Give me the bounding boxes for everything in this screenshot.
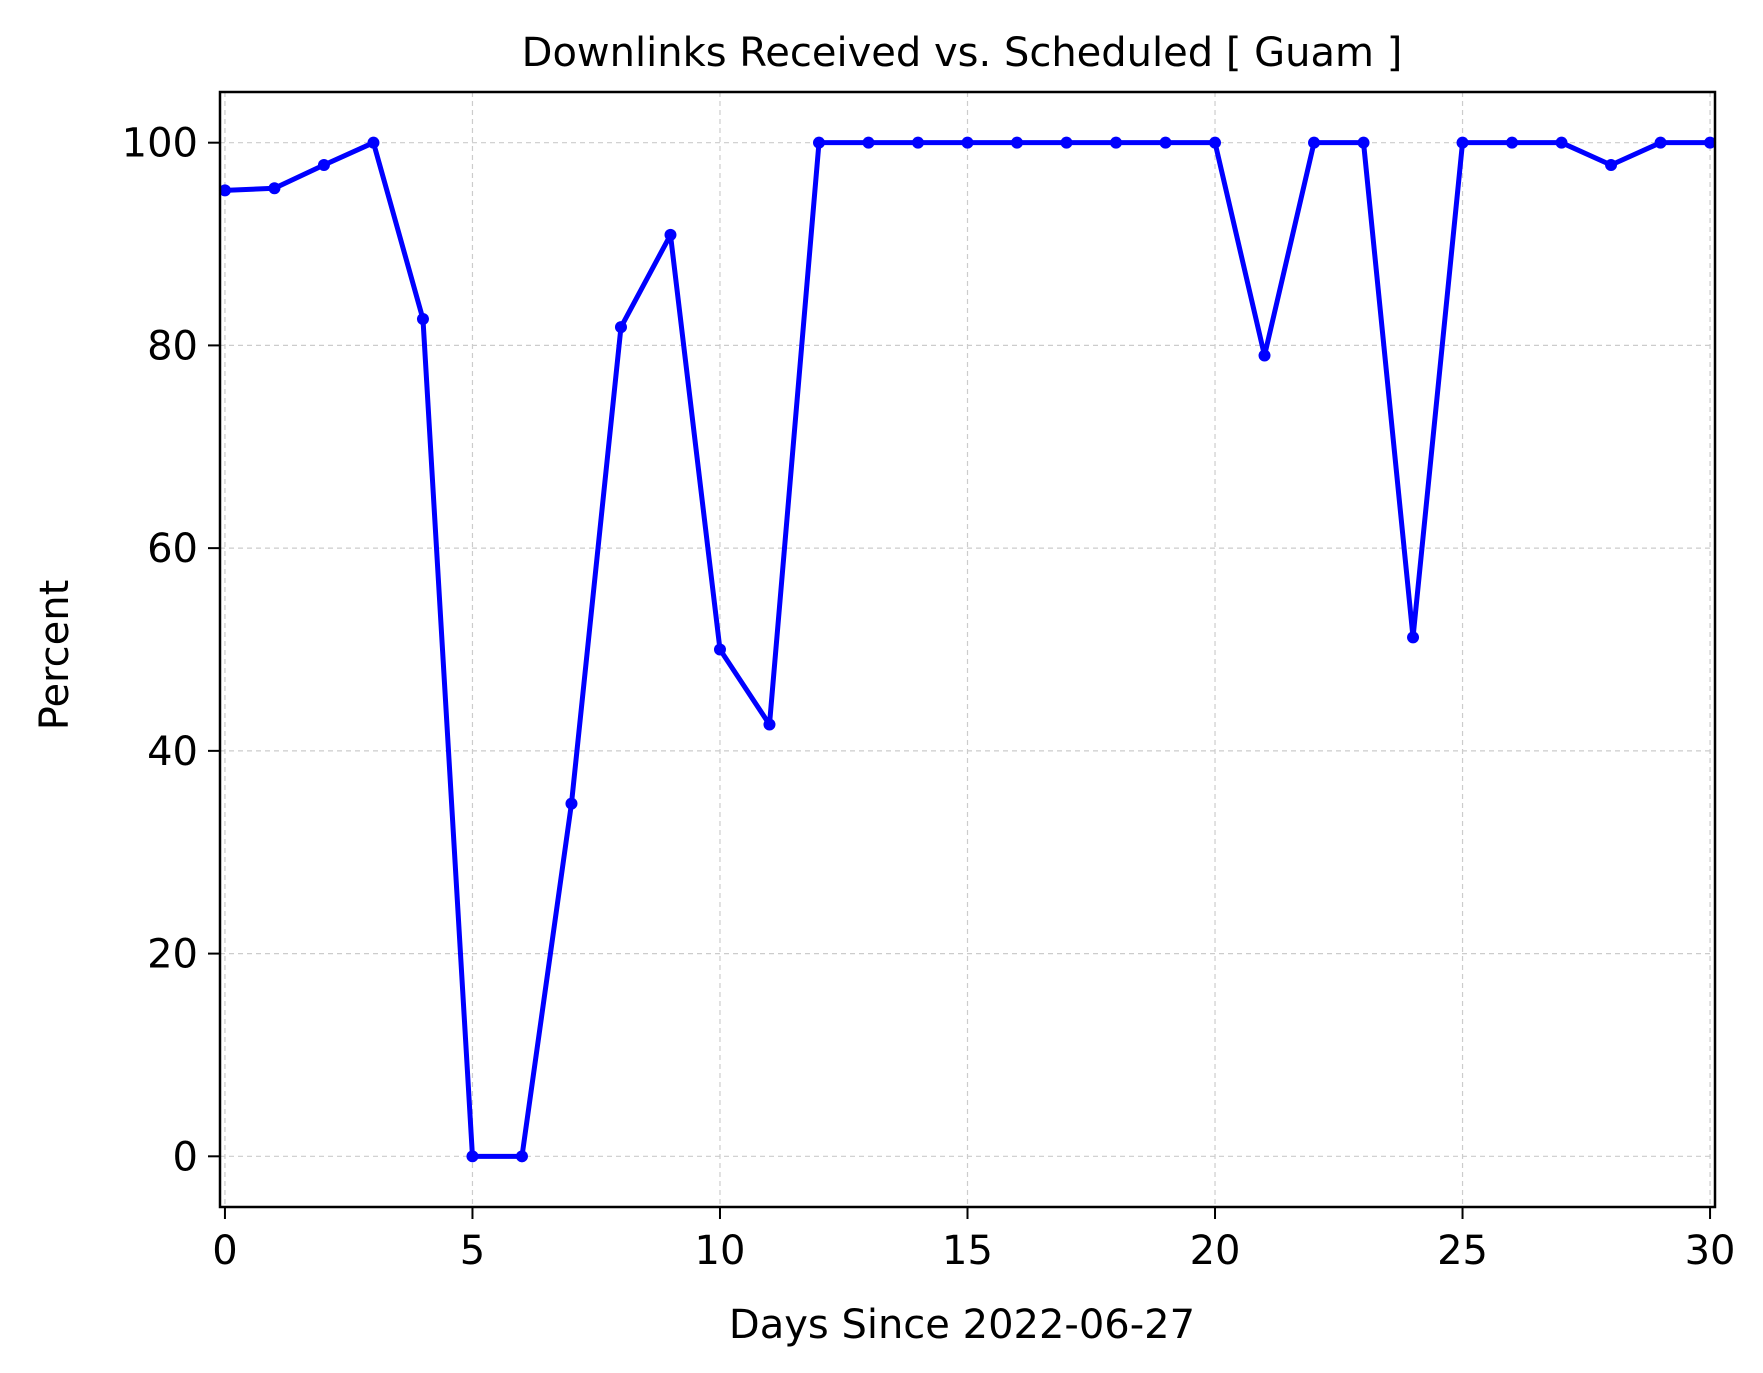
x-tick-label-25: 25: [1437, 1228, 1488, 1274]
y-tick-label-20: 20: [147, 932, 198, 978]
data-point: [961, 136, 974, 149]
data-point: [1654, 136, 1667, 149]
y-tick-label-40: 40: [147, 729, 198, 775]
chart-title: Downlinks Received vs. Scheduled [ Guam …: [522, 30, 1403, 76]
data-point: [862, 136, 875, 149]
x-tick-label-15: 15: [942, 1228, 993, 1274]
data-point: [1011, 136, 1024, 149]
x-tick-label-30: 30: [1685, 1228, 1736, 1274]
data-point: [565, 797, 578, 810]
data-point: [268, 182, 281, 195]
y-tick-label-0: 0: [173, 1134, 198, 1180]
data-point: [1704, 136, 1717, 149]
data-point: [1060, 136, 1073, 149]
data-point: [614, 321, 627, 334]
data-point: [1110, 136, 1123, 149]
data-point: [317, 158, 330, 171]
data-point: [664, 228, 677, 241]
y-tick-label-100: 100: [122, 121, 198, 167]
data-point: [1258, 349, 1271, 362]
data-point: [1555, 136, 1568, 149]
data-point: [713, 643, 726, 656]
data-point: [1605, 158, 1618, 171]
data-point: [218, 184, 231, 197]
x-tick-label-20: 20: [1190, 1228, 1241, 1274]
y-tick-label-80: 80: [147, 323, 198, 369]
data-point: [416, 313, 429, 326]
data-point: [1506, 136, 1519, 149]
data-point: [466, 1150, 479, 1163]
data-point: [1407, 631, 1420, 644]
data-point: [1209, 136, 1222, 149]
data-point: [763, 718, 776, 731]
data-point: [812, 136, 825, 149]
data-point: [1456, 136, 1469, 149]
tick-layer: 0 5 10 15 20 25 30 0 20 40 60 80 100: [122, 121, 1736, 1274]
y-axis-label: Percent: [32, 580, 78, 731]
series-layer: [218, 136, 1717, 1163]
x-tick-label-0: 0: [212, 1228, 237, 1274]
data-point: [1357, 136, 1370, 149]
data-point: [515, 1150, 528, 1163]
x-tick-label-5: 5: [460, 1228, 485, 1274]
data-point: [367, 136, 380, 149]
data-point: [911, 136, 924, 149]
x-tick-label-10: 10: [695, 1228, 746, 1274]
y-tick-label-60: 60: [147, 526, 198, 572]
data-point: [1159, 136, 1172, 149]
x-axis-label: Days Since 2022-06-27: [729, 1302, 1195, 1348]
data-point: [1308, 136, 1321, 149]
